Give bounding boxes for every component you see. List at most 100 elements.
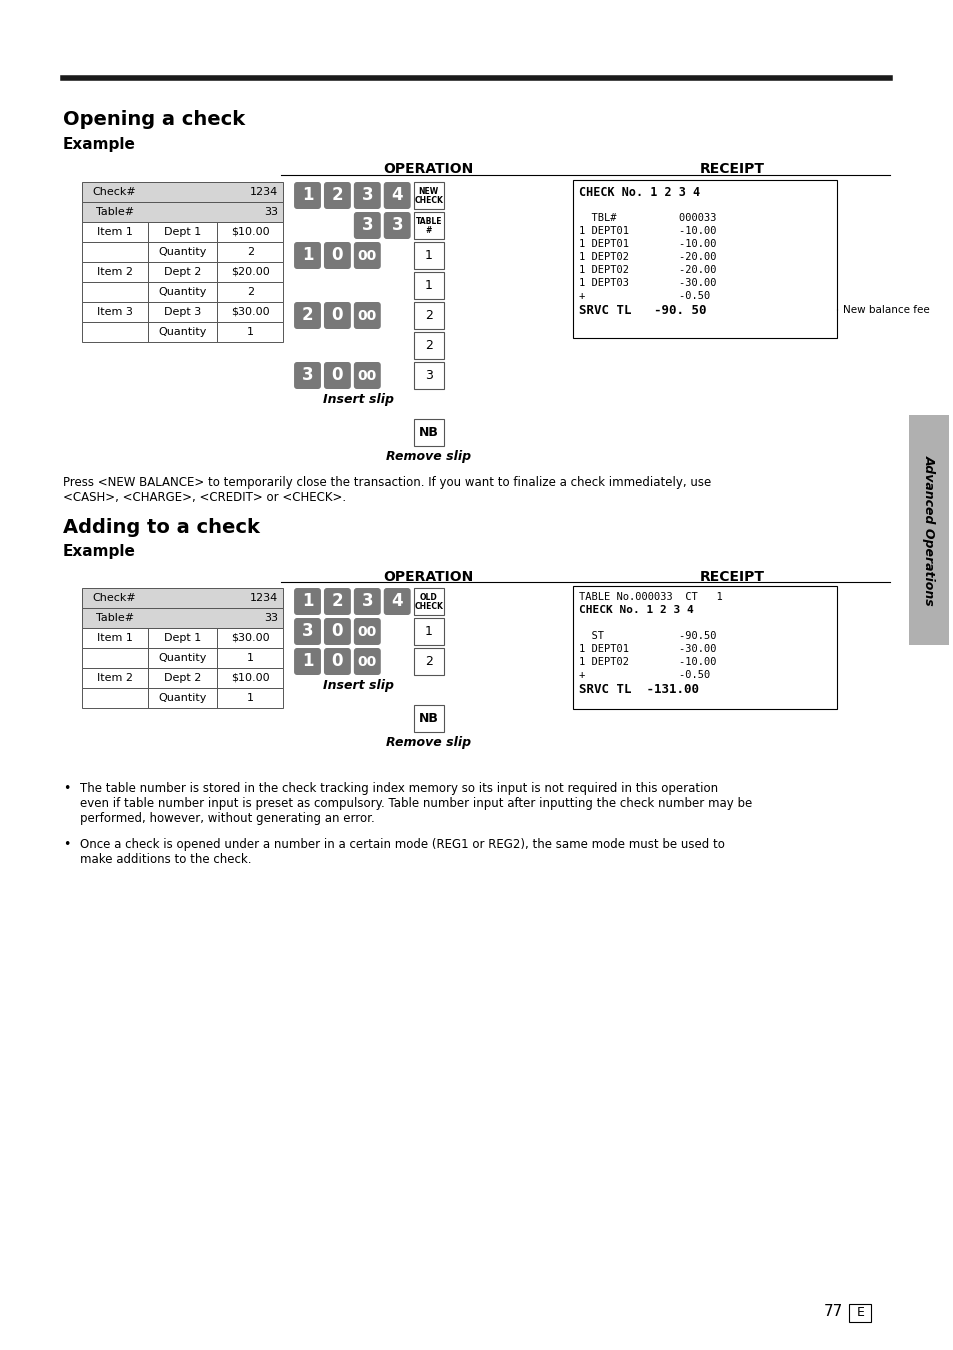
Text: <CASH>, <CHARGE>, <CREDIT> or <CHECK>.: <CASH>, <CHARGE>, <CREDIT> or <CHECK>. [63,491,346,504]
Bar [148,323,217,342]
Bar [217,262,283,282]
Bar [148,688,217,707]
Bar [148,668,217,688]
Text: 0: 0 [332,306,343,324]
Text: CHECK: CHECK [414,602,442,612]
Text: even if table number input is preset as compulsory. Table number input after inp: even if table number input is preset as … [80,796,751,810]
FancyBboxPatch shape [383,589,410,616]
Text: 1 DEPT01        -10.00: 1 DEPT01 -10.00 [578,239,716,248]
Bar [82,628,148,648]
FancyBboxPatch shape [383,182,410,209]
FancyBboxPatch shape [383,212,410,239]
Bar [82,648,148,668]
Bar [414,242,443,269]
Bar [908,414,948,645]
Text: 1 DEPT01        -10.00: 1 DEPT01 -10.00 [578,225,716,236]
Bar [82,282,148,302]
Text: 3: 3 [361,216,373,235]
Text: Table#: Table# [95,207,133,217]
Text: make additions to the check.: make additions to the check. [80,853,251,865]
Text: Dept 1: Dept 1 [164,633,201,643]
Bar [414,648,443,675]
Text: SRVC TL  -131.00: SRVC TL -131.00 [578,683,699,697]
Bar [148,648,217,668]
Text: 4: 4 [391,593,402,610]
Text: Check#: Check# [92,593,136,603]
Text: •: • [63,782,71,795]
Text: +               -0.50: + -0.50 [578,292,710,301]
Bar [217,648,283,668]
Text: 1: 1 [247,653,253,663]
Text: +               -0.50: + -0.50 [578,670,710,680]
Text: Item 3: Item 3 [96,306,132,317]
Bar [148,242,217,262]
Bar [148,302,217,323]
Text: Quantity: Quantity [158,247,207,256]
Text: 2: 2 [424,309,432,323]
FancyBboxPatch shape [294,182,320,209]
Text: Item 2: Item 2 [96,267,132,277]
FancyBboxPatch shape [324,302,351,329]
Bar [414,618,443,645]
Bar [414,418,443,446]
Text: 1 DEPT03        -30.00: 1 DEPT03 -30.00 [578,278,716,288]
FancyBboxPatch shape [354,242,380,269]
Bar [82,688,148,707]
Text: 77: 77 [823,1304,842,1319]
FancyBboxPatch shape [294,618,320,645]
Bar [217,282,283,302]
Bar [82,182,283,202]
Text: Item 1: Item 1 [96,633,132,643]
Text: 2: 2 [301,306,313,324]
Text: 1: 1 [301,593,313,610]
Text: Opening a check: Opening a check [63,109,245,130]
Text: Once a check is opened under a number in a certain mode (REG1 or REG2), the same: Once a check is opened under a number in… [80,838,724,850]
FancyBboxPatch shape [354,302,380,329]
FancyBboxPatch shape [294,648,320,675]
Text: Dept 1: Dept 1 [164,227,201,238]
Text: 3: 3 [301,366,313,385]
Bar [148,282,217,302]
Bar [414,212,443,239]
Bar [217,242,283,262]
Text: 3: 3 [424,369,432,382]
Text: CHECK No. 1 2 3 4: CHECK No. 1 2 3 4 [578,186,700,198]
Text: NEW: NEW [418,186,438,196]
Text: TABLE: TABLE [415,217,441,225]
Text: Adding to a check: Adding to a check [63,518,259,537]
Bar [573,586,837,709]
Text: 0: 0 [332,622,343,640]
Text: 1: 1 [424,625,432,639]
Text: Dept 3: Dept 3 [164,306,201,317]
Text: OPERATION: OPERATION [383,570,474,585]
Text: $30.00: $30.00 [231,306,270,317]
Text: OPERATION: OPERATION [383,162,474,176]
Bar [148,262,217,282]
Text: 2: 2 [332,593,343,610]
Bar [82,668,148,688]
Text: 00: 00 [357,369,376,382]
Bar [82,302,148,323]
Bar [217,688,283,707]
Text: ST            -90.50: ST -90.50 [578,630,716,641]
Text: 00: 00 [357,309,376,323]
Text: 2: 2 [424,655,432,668]
Text: 3: 3 [391,216,402,235]
Text: 1: 1 [424,279,432,292]
FancyBboxPatch shape [354,182,380,209]
Bar [414,362,443,389]
Text: $30.00: $30.00 [231,633,270,643]
Text: 1 DEPT02        -20.00: 1 DEPT02 -20.00 [578,252,716,262]
FancyBboxPatch shape [324,618,351,645]
Bar [414,589,443,616]
Text: RECEIPT: RECEIPT [700,162,764,176]
FancyBboxPatch shape [354,648,380,675]
Text: The table number is stored in the check tracking index memory so its input is no: The table number is stored in the check … [80,782,717,795]
Bar [414,332,443,359]
Bar [82,202,283,221]
FancyBboxPatch shape [324,589,351,616]
Text: #: # [425,227,432,235]
FancyBboxPatch shape [294,589,320,616]
Bar [414,271,443,298]
Text: Quantity: Quantity [158,327,207,338]
